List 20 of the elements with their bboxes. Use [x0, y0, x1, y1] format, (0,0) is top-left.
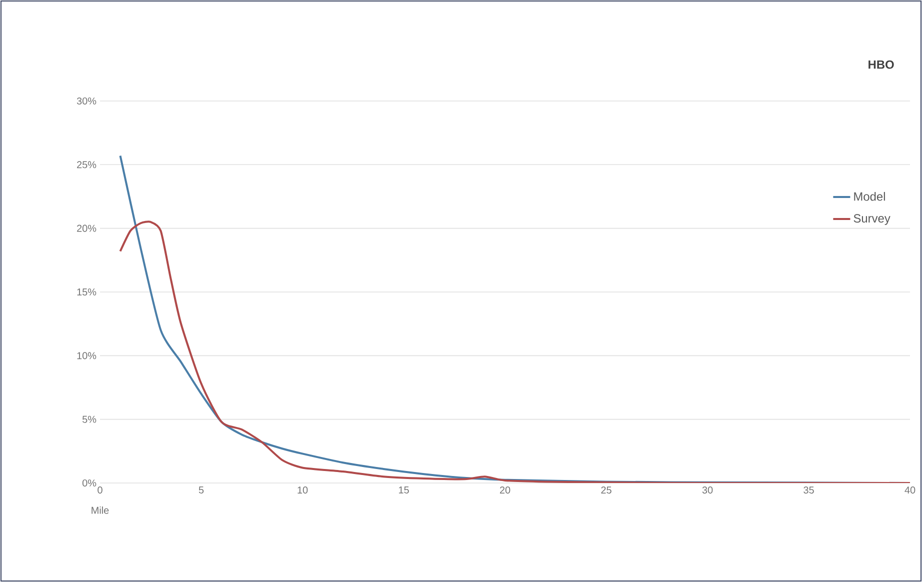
x-tick-label: 10	[298, 486, 308, 494]
x-tick-label: 5	[198, 486, 204, 494]
x-tick-label: 40	[904, 486, 916, 494]
legend-label: Survey	[854, 214, 890, 225]
chart-title: HBO	[868, 60, 894, 69]
x-tick-label: 25	[601, 486, 612, 494]
x-tick-label: 15	[398, 486, 409, 494]
y-tick-label: 10%	[77, 352, 96, 360]
y-tick-label: 0%	[82, 479, 96, 487]
y-tick-label: 15%	[77, 288, 96, 296]
x-tick-label: 20	[500, 486, 510, 494]
x-tick-label: 30	[702, 486, 713, 494]
y-tick-label: 20%	[77, 224, 96, 232]
x-axis-title: Mile	[92, 506, 109, 514]
y-tick-label: 5%	[82, 416, 96, 423]
x-tick-label: 0	[98, 486, 102, 494]
y-tick-label: 30%	[76, 97, 96, 105]
x-tick-label: 35	[804, 486, 814, 494]
legend-label: Model	[854, 192, 885, 201]
y-tick-label: 25%	[77, 161, 96, 168]
